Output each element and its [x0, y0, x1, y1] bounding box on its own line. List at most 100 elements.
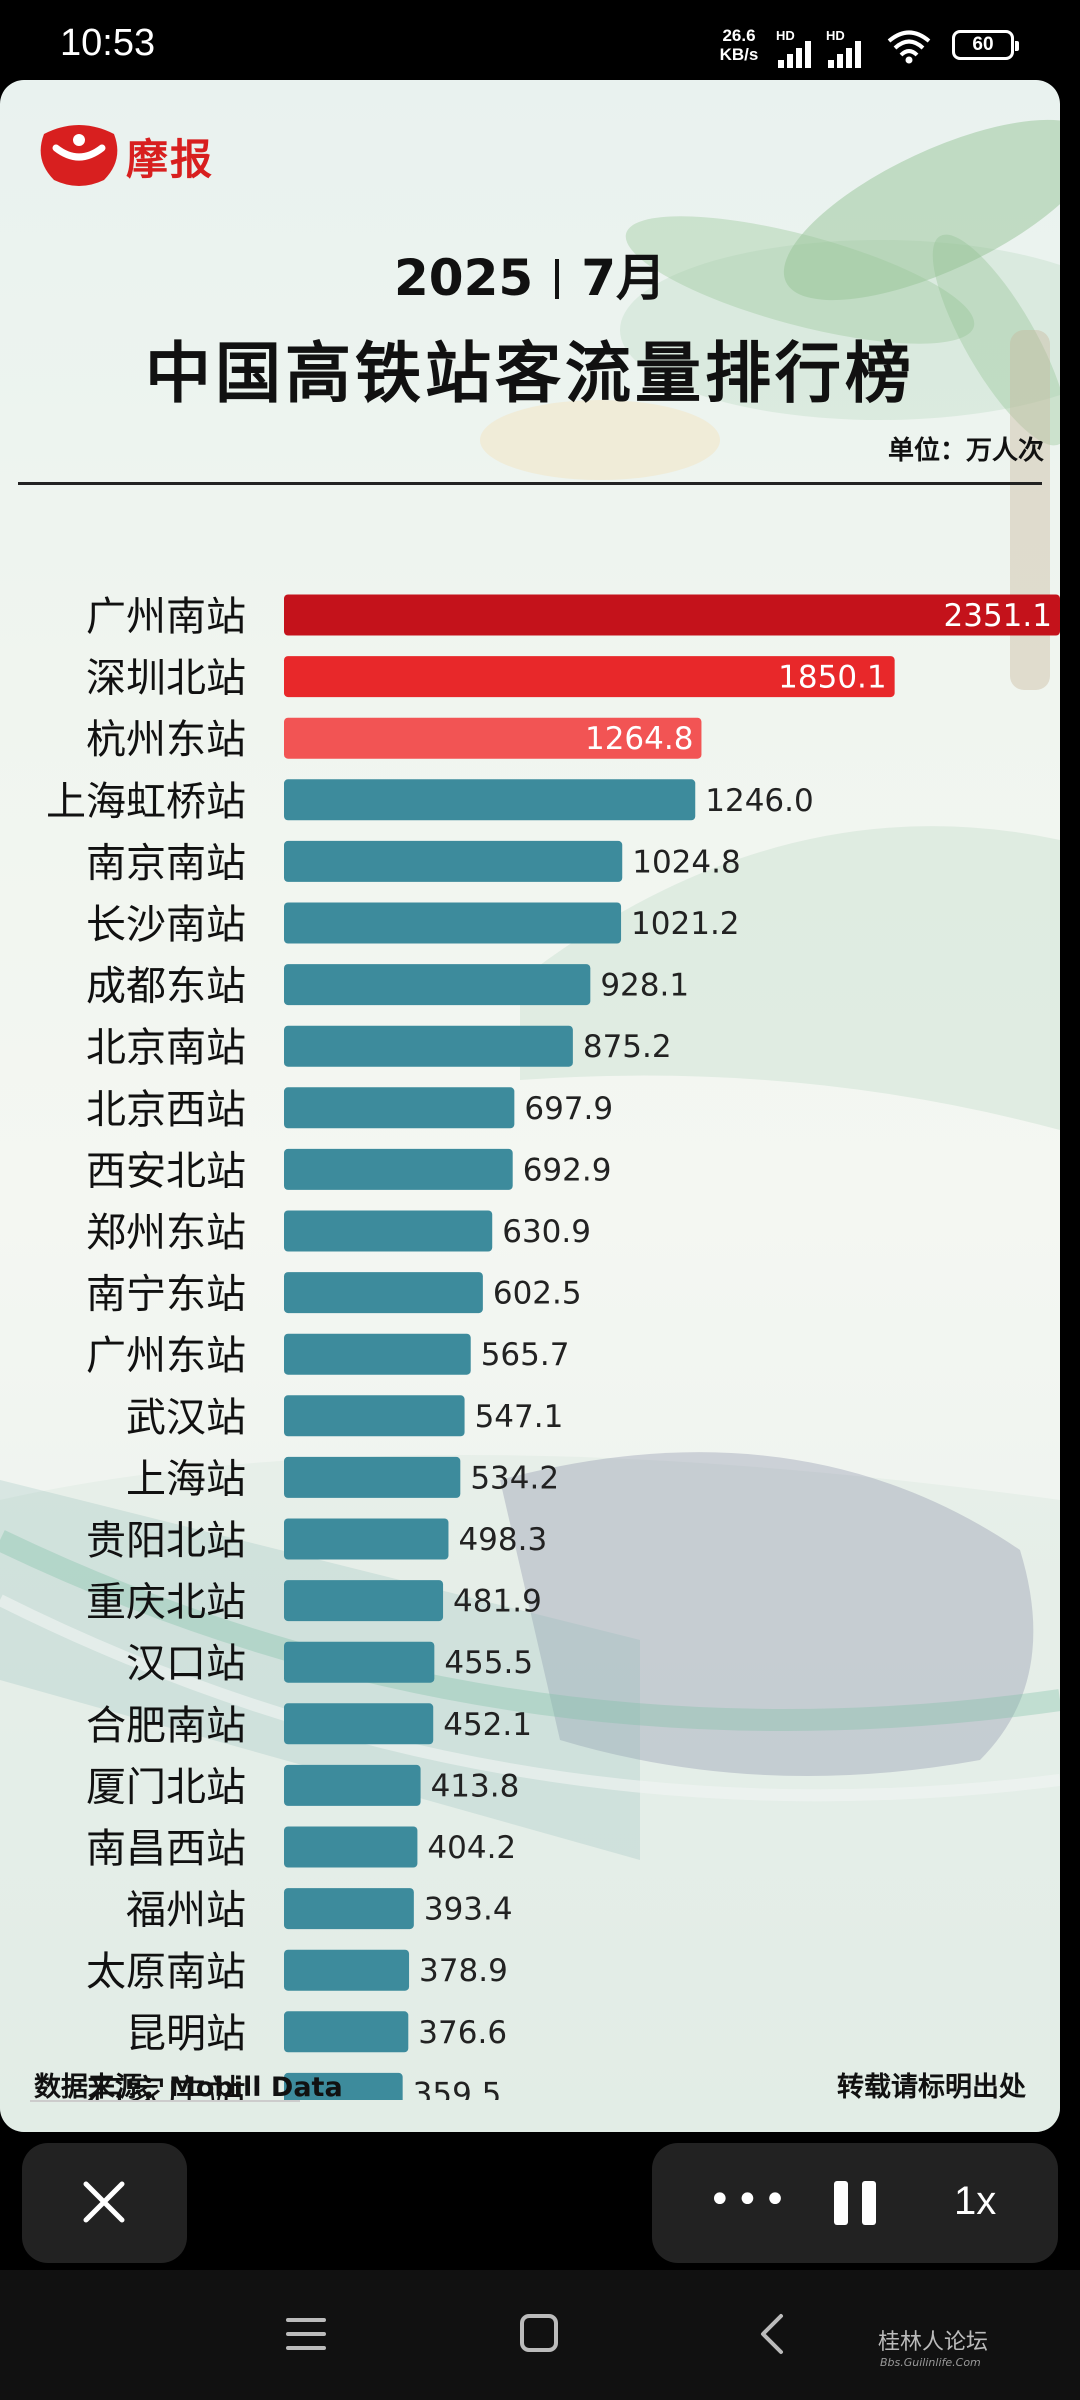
bar: [284, 840, 623, 882]
close-button[interactable]: [22, 2143, 187, 2263]
close-icon: [83, 2181, 125, 2223]
back-icon[interactable]: [755, 2312, 789, 2356]
watermark-url: Bbs.Guilinlife.Com: [880, 2356, 981, 2369]
value-label: 393.4: [424, 1892, 513, 1928]
unit-label: 单位：万人次: [887, 436, 1044, 466]
subtitle-year: 2025: [394, 249, 534, 307]
category-label: 合肥南站: [86, 1703, 246, 1749]
category-label: 南昌西站: [86, 1826, 246, 1872]
image-viewer[interactable]: 摩报 2025 7月 中国高铁站客流量排行榜 单位：万人次 广州南站 2351.1 深…: [0, 80, 1080, 2140]
pause-button[interactable]: [830, 2177, 880, 2229]
bar: [284, 594, 1060, 636]
value-label: 1024.8: [632, 844, 740, 880]
brand-name: 摩报: [126, 135, 215, 184]
value-label: 547.1: [475, 1399, 564, 1435]
chart-title: 中国高铁站客流量排行榜: [145, 335, 915, 412]
battery-indicator: 60: [952, 30, 1019, 60]
value-label: 404.2: [427, 1830, 516, 1866]
signal-2-hd-label: HD: [826, 28, 845, 43]
value-label: 1021.2: [631, 906, 739, 942]
value-label: 697.9: [524, 1091, 613, 1127]
value-label: 630.9: [502, 1214, 591, 1250]
bar: [284, 1272, 483, 1314]
value-label: 1264.8: [585, 721, 693, 757]
category-label: 厦门北站: [86, 1764, 246, 1810]
bar: [284, 964, 591, 1006]
more-options-button[interactable]: •••: [708, 2177, 791, 2223]
bar: [284, 1395, 465, 1437]
category-label: 上海虹桥站: [46, 779, 246, 825]
bar: [284, 1888, 414, 1930]
category-label: 昆明站: [126, 2011, 246, 2057]
category-label: 汉口站: [126, 1641, 246, 1687]
category-label: 长沙南站: [86, 902, 246, 948]
bar: [284, 656, 895, 698]
category-label: 福州站: [126, 1888, 246, 1934]
value-label: 452.1: [443, 1707, 532, 1743]
bar: [284, 1210, 493, 1252]
bar: [284, 1148, 513, 1190]
value-label: 2351.1: [944, 598, 1052, 634]
bar: [284, 1949, 410, 1991]
value-label: 692.9: [523, 1152, 612, 1188]
background-illustration: [0, 119, 1060, 2132]
value-label: 376.6: [418, 2015, 507, 2051]
category-label: 太原南站: [86, 1949, 246, 1995]
status-bar: 10:53 26.6 KB/s HD HD 60: [0, 0, 1080, 80]
value-label: 1850.1: [778, 660, 886, 696]
value-label: 455.5: [444, 1645, 533, 1681]
repost-note: 转载请标明出处: [837, 2072, 1026, 2103]
recent-apps-icon[interactable]: [284, 2314, 328, 2354]
value-label: 875.2: [583, 1029, 672, 1065]
signal-1-hd-label: HD: [776, 28, 795, 43]
home-icon[interactable]: [518, 2312, 560, 2354]
bar: [284, 902, 622, 944]
bar: [284, 2011, 409, 2053]
brand-logo-icon: [40, 125, 118, 186]
bar: [284, 1333, 471, 1375]
subtitle-month: 7月: [581, 249, 666, 307]
value-label: 928.1: [600, 968, 689, 1004]
value-label: 602.5: [493, 1276, 582, 1312]
wifi-icon: [887, 30, 931, 64]
value-label: 498.3: [458, 1522, 547, 1558]
bar: [284, 1518, 449, 1560]
chart-subtitle: 2025 7月: [0, 238, 1060, 310]
category-label: 北京西站: [86, 1087, 246, 1133]
category-label: 杭州东站: [86, 717, 246, 763]
bar: [284, 1703, 434, 1745]
value-label: 359.5: [413, 2076, 502, 2100]
bar: [284, 1641, 435, 1683]
category-label: 郑州东站: [86, 1210, 246, 1256]
category-label: 北京南站: [86, 1025, 246, 1071]
category-label: 西安北站: [86, 1148, 246, 1194]
category-label: 南京南站: [86, 840, 246, 886]
value-label: 378.9: [419, 1953, 508, 1989]
bar: [284, 1826, 418, 1868]
category-label: 贵阳北站: [86, 1518, 246, 1564]
category-label: 石家庄站: [86, 2072, 246, 2100]
category-label: 上海站: [126, 1456, 246, 1502]
navigation-bar: 桂林人论坛 Bbs.Guilinlife.Com: [0, 2270, 1080, 2400]
watermark: 桂林人论坛: [878, 2330, 989, 2355]
subtitle-separator: [555, 259, 560, 299]
value-label: 534.2: [470, 1460, 559, 1496]
bar: [284, 779, 696, 821]
network-speed: 26.6 KB/s: [708, 26, 770, 64]
value-label: 565.7: [481, 1337, 570, 1373]
category-label: 成都东站: [86, 964, 246, 1010]
bar: [284, 1025, 573, 1067]
playback-speed-button[interactable]: 1x: [954, 2179, 997, 2223]
clock: 10:53: [60, 22, 156, 64]
header-divider: [18, 482, 1042, 485]
bar: [284, 1087, 515, 1129]
category-label: 重庆北站: [86, 1580, 246, 1626]
source-underline: [30, 2100, 300, 2102]
category-label: 广州东站: [86, 1333, 246, 1379]
category-label: 深圳北站: [86, 656, 246, 702]
network-speed-value: 26.6: [722, 26, 756, 45]
category-label: 武汉站: [126, 1395, 246, 1441]
category-label: 广州南站: [86, 594, 246, 640]
bar: [284, 717, 702, 759]
player-controls: ••• 1x: [652, 2143, 1058, 2263]
